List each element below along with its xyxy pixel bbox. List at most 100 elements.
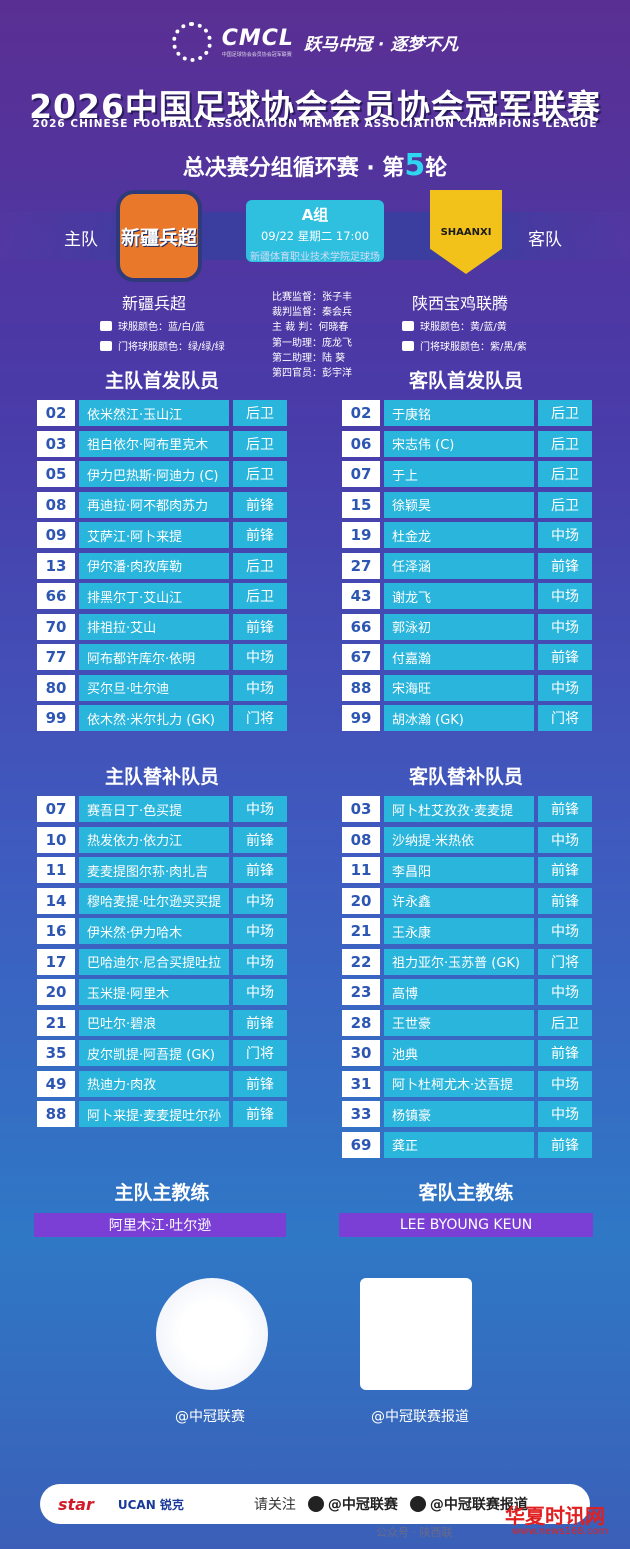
player-name: 阿卜杜柯尤木·达吾提 bbox=[384, 1070, 534, 1097]
player-name: 阿卜来提·麦麦提吐尔孙 bbox=[79, 1101, 229, 1127]
player-row: 03 阿卜杜艾孜孜·麦麦提 前锋 bbox=[342, 796, 592, 822]
player-number: 99 bbox=[342, 705, 380, 731]
player-number: 11 bbox=[342, 857, 380, 883]
player-name: 高博 bbox=[384, 979, 534, 1005]
glove-icon bbox=[100, 340, 112, 351]
player-name: 胡冰瀚 (GK) bbox=[384, 705, 534, 731]
site-watermark-url: www.news168.com bbox=[512, 1526, 609, 1537]
footer-weibo: @中冠联赛报道 bbox=[409, 1494, 528, 1514]
player-number: 43 bbox=[342, 583, 380, 609]
footer-douyin: @中冠联赛 bbox=[307, 1494, 398, 1514]
player-number: 30 bbox=[342, 1040, 380, 1066]
away-side-label: 客队 bbox=[528, 230, 562, 250]
player-row: 31 阿卜杜柯尤木·达吾提 中场 bbox=[342, 1070, 592, 1097]
player-row: 69 龚正 前锋 bbox=[342, 1131, 592, 1158]
player-position: 中场 bbox=[233, 644, 287, 670]
player-row: 19 杜金龙 中场 bbox=[342, 522, 592, 548]
player-row: 11 李昌阳 前锋 bbox=[342, 857, 592, 883]
player-position: 前锋 bbox=[233, 491, 287, 518]
player-position: 前锋 bbox=[233, 522, 287, 548]
player-number: 19 bbox=[342, 522, 380, 548]
ucan-brand-logo: UCAN 锐克 bbox=[117, 1497, 184, 1512]
player-row: 03 祖白依尔·阿布里克木 后卫 bbox=[37, 430, 287, 457]
player-number: 20 bbox=[37, 979, 75, 1005]
home-starters-table: 02 依米然江·玉山江 后卫 03 祖白依尔·阿布里克木 后卫 05 伊力巴热斯·阿迪力 (C… bbox=[37, 400, 287, 736]
player-number: 16 bbox=[37, 918, 75, 944]
player-name: 赛吾日丁·色买提 bbox=[79, 796, 229, 822]
player-position: 后卫 bbox=[538, 461, 592, 487]
official-item: 比赛监督：张子丰 bbox=[272, 292, 352, 303]
player-row: 07 于上 后卫 bbox=[342, 461, 592, 487]
player-position: 后卫 bbox=[538, 400, 592, 426]
home-coach-name: 阿里木江·吐尔逊 bbox=[34, 1213, 286, 1237]
official-item: 主 裁 判：何晓春 bbox=[272, 322, 349, 334]
follow-label: 请关注 bbox=[253, 1497, 296, 1513]
site-watermark: 华夏时讯网 bbox=[505, 1504, 605, 1528]
footer-douyin-text: @中冠联赛 bbox=[327, 1497, 398, 1513]
player-row: 28 王世豪 后卫 bbox=[342, 1009, 592, 1036]
player-name: 池典 bbox=[384, 1040, 534, 1066]
glove-icon bbox=[402, 340, 414, 351]
player-number: 05 bbox=[37, 461, 75, 487]
player-row: 16 伊米然·伊力哈木 中场 bbox=[37, 918, 287, 944]
player-name: 伊尔潘·肉孜库勒 bbox=[79, 552, 229, 579]
player-number: 11 bbox=[37, 857, 75, 883]
player-name: 宋海旺 bbox=[384, 674, 534, 701]
away-kit-gk: 门将球服颜色：紫/黑/紫 bbox=[402, 338, 527, 353]
player-name: 巴吐尔·碧浪 bbox=[79, 1009, 229, 1036]
player-row: 66 排黑尔丁·艾山江 后卫 bbox=[37, 583, 287, 609]
cmcl-logo-icon bbox=[171, 22, 212, 62]
player-name: 买尔旦·吐尔迪 bbox=[79, 674, 229, 701]
shirt-icon bbox=[100, 320, 112, 331]
player-position: 中场 bbox=[233, 796, 287, 822]
away-badge-text: SHAANXI bbox=[440, 226, 492, 238]
player-name: 依米然江·玉山江 bbox=[79, 400, 229, 426]
round-prefix: 总决赛分组循环赛 · 第 bbox=[182, 156, 405, 181]
player-number: 09 bbox=[37, 522, 75, 548]
away-subs-table: 03 阿卜杜艾孜孜·麦麦提 前锋 08 沙纳提·米热依 中场 11 李昌阳 前锋 20 许永鑫 前锋 2… bbox=[342, 796, 592, 1162]
home-team-name: 新疆兵超 bbox=[122, 294, 187, 313]
home-kit-gk-text: 门将球服颜色：绿/绿/绿 bbox=[118, 342, 225, 353]
player-number: 88 bbox=[342, 674, 380, 701]
player-name: 杨镇豪 bbox=[384, 1101, 534, 1127]
away-kit-player-text: 球服颜色：黄/蓝/黄 bbox=[420, 322, 507, 333]
player-number: 66 bbox=[342, 613, 380, 640]
player-name: 许永鑫 bbox=[384, 887, 534, 914]
player-row: 67 付嘉瀚 前锋 bbox=[342, 644, 592, 670]
player-position: 后卫 bbox=[538, 491, 592, 518]
player-name: 再迪拉·阿不都肉苏力 bbox=[79, 491, 229, 518]
player-row: 30 池典 前锋 bbox=[342, 1040, 592, 1066]
player-position: 中场 bbox=[538, 918, 592, 944]
player-name: 伊米然·伊力哈木 bbox=[79, 918, 229, 944]
player-position: 后卫 bbox=[538, 430, 592, 457]
player-number: 67 bbox=[342, 644, 380, 670]
player-position: 中场 bbox=[538, 583, 592, 609]
player-position: 前锋 bbox=[233, 857, 287, 883]
player-name: 祖白依尔·阿布里克木 bbox=[79, 430, 229, 457]
player-name: 龚正 bbox=[384, 1131, 534, 1158]
player-row: 33 杨镇豪 中场 bbox=[342, 1101, 592, 1127]
player-position: 中场 bbox=[538, 1101, 592, 1127]
player-position: 中场 bbox=[233, 979, 287, 1005]
player-position: 前锋 bbox=[538, 857, 592, 883]
player-position: 门将 bbox=[233, 1040, 287, 1066]
home-side-label: 主队 bbox=[64, 230, 98, 250]
weibo-qr-code bbox=[360, 1278, 472, 1390]
player-row: 99 胡冰瀚 (GK) 门将 bbox=[342, 705, 592, 731]
home-badge-text: 新疆兵超 bbox=[120, 226, 197, 249]
player-row: 09 艾萨江·阿卜来提 前锋 bbox=[37, 522, 287, 548]
player-position: 前锋 bbox=[233, 1009, 287, 1036]
player-row: 77 阿布都许库尔·依明 中场 bbox=[37, 644, 287, 670]
player-position: 前锋 bbox=[233, 613, 287, 640]
player-number: 33 bbox=[342, 1101, 380, 1127]
player-number: 17 bbox=[37, 948, 75, 975]
player-name: 沙纳提·米热依 bbox=[384, 826, 534, 853]
player-position: 中场 bbox=[233, 948, 287, 975]
player-name: 郭泳初 bbox=[384, 613, 534, 640]
match-datetime: 09/22 星期二 17:00 bbox=[260, 229, 370, 243]
player-number: 03 bbox=[342, 796, 380, 822]
away-starters-heading: 客队首发队员 bbox=[408, 370, 523, 392]
round-suffix: 轮 bbox=[425, 156, 448, 181]
away-coach-name: LEE BYOUNG KEUN bbox=[339, 1213, 593, 1237]
official-item: 裁判监督：秦会兵 bbox=[272, 307, 352, 319]
